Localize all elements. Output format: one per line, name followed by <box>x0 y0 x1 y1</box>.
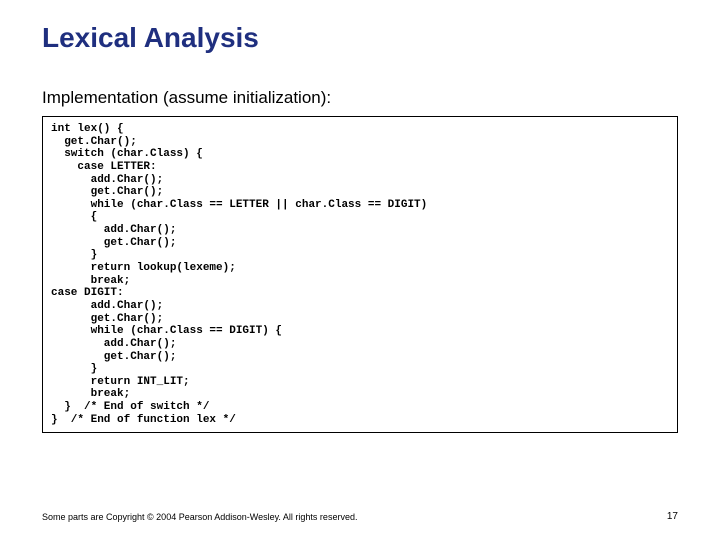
page-number: 17 <box>667 511 678 522</box>
code-block: int lex() { get.Char(); switch (char.Cla… <box>42 116 678 433</box>
slide-subtitle: Implementation (assume initialization): <box>42 88 678 108</box>
slide-title: Lexical Analysis <box>42 22 678 54</box>
copyright-footer: Some parts are Copyright © 2004 Pearson … <box>42 512 357 522</box>
slide: Lexical Analysis Implementation (assume … <box>0 0 720 540</box>
